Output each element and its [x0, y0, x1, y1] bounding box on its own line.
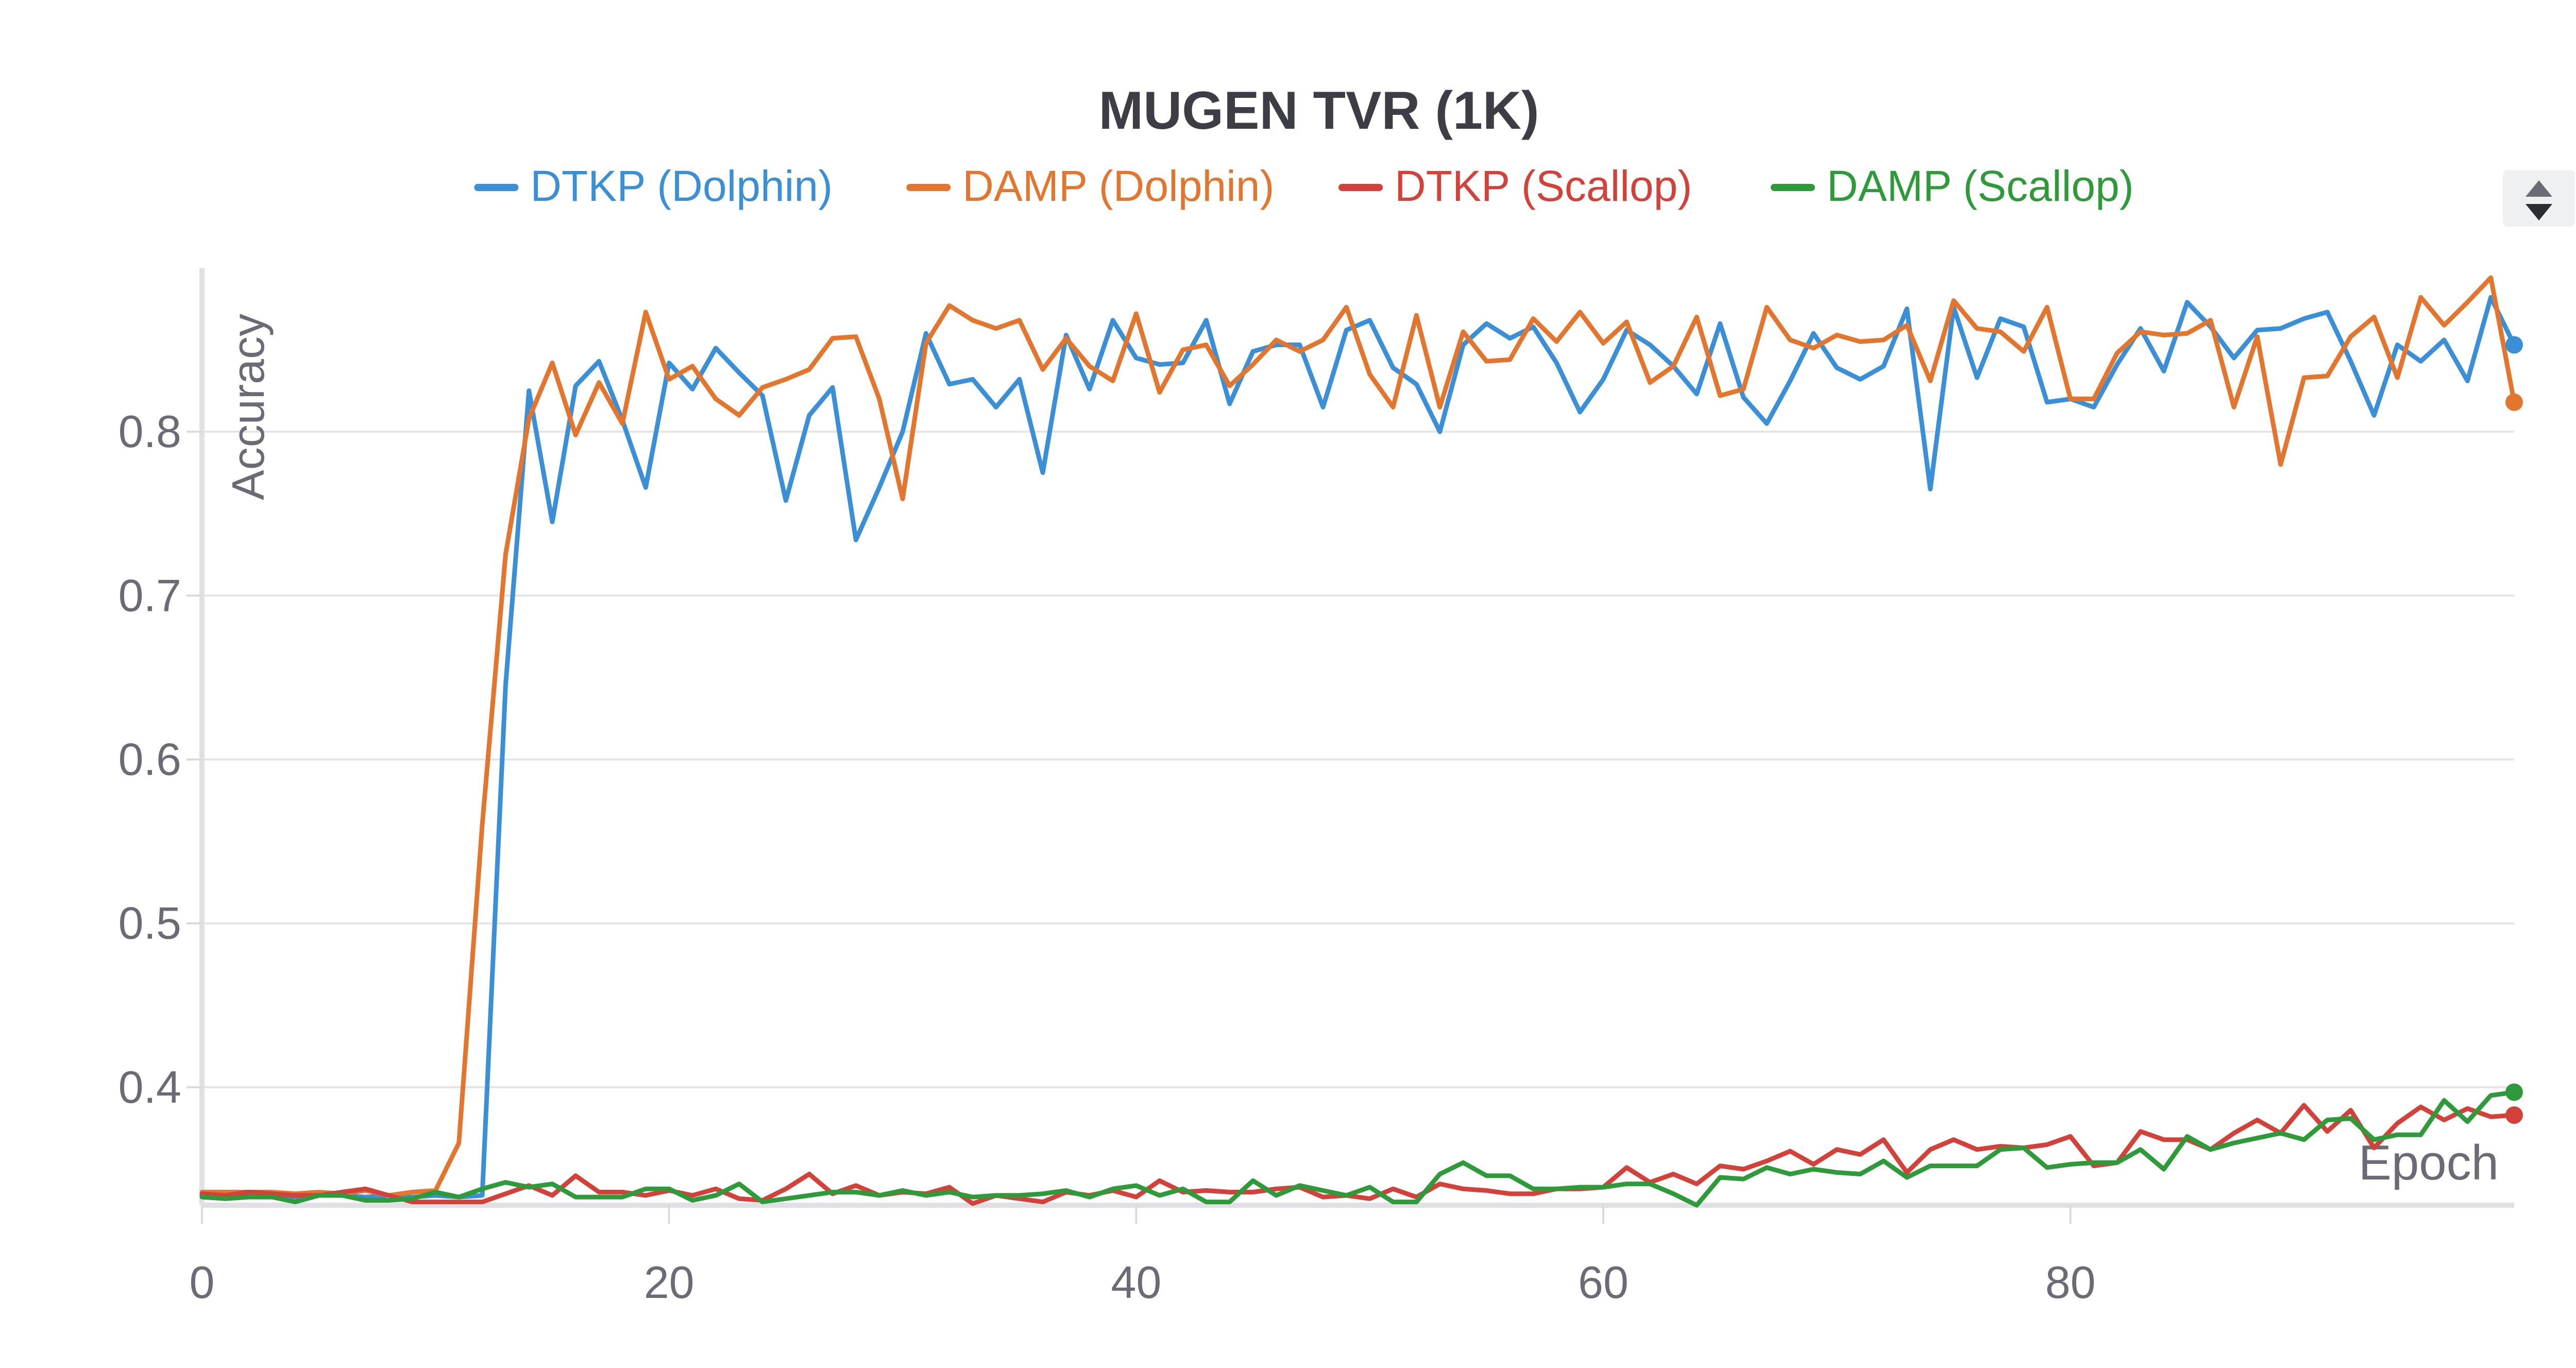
series-lines — [199, 275, 2517, 1208]
x-axis-ticks: 0 20 40 60 80 — [190, 1205, 2096, 1308]
legend-scroll-up-icon[interactable] — [2526, 180, 2552, 197]
legend-item: DTKP (Dolphin) — [474, 162, 833, 210]
series-line-4 — [199, 1090, 2517, 1208]
chart-title: MUGEN TVR (1K) — [1098, 81, 1539, 141]
x-tick-label: 0 — [190, 1257, 215, 1308]
series-end-marker-3 — [2505, 1106, 2523, 1124]
legend-item: DAMP (Dolphin) — [906, 162, 1275, 210]
grid — [202, 431, 2514, 1088]
legend-label: DAMP (Scallop) — [1827, 162, 2134, 210]
y-tick-label: 0.5 — [118, 898, 181, 949]
axes — [199, 268, 2514, 1208]
series-line-1 — [199, 295, 2517, 1200]
series-end-marker-4 — [2505, 1083, 2523, 1101]
y-axis-ticks: 0.4 0.5 0.6 0.7 0.8 — [118, 406, 202, 1113]
y-tick-label: 0.8 — [118, 406, 181, 457]
legend-item: DAMP (Scallop) — [1770, 162, 2134, 210]
legend: DTKP (Dolphin) DAMP (Dolphin) DTKP (Scallo… — [474, 162, 2134, 210]
legend-label: DAMP (Dolphin) — [962, 162, 1274, 210]
y-tick-label: 0.7 — [118, 570, 181, 621]
x-tick-label: 80 — [2045, 1257, 2096, 1308]
x-tick-label: 40 — [1111, 1257, 1161, 1308]
legend-scroll-down-icon[interactable] — [2526, 204, 2552, 220]
series-line-3 — [199, 1103, 2517, 1206]
x-axis-label: Epoch — [2359, 1135, 2499, 1190]
legend-scroll-control[interactable] — [2503, 170, 2575, 227]
legend-label: DTKP (Dolphin) — [530, 162, 833, 210]
series-end-marker-1 — [2505, 336, 2523, 354]
y-tick-label: 0.6 — [118, 734, 181, 785]
x-tick-label: 20 — [644, 1257, 694, 1308]
y-axis-label: Accuracy — [223, 314, 274, 500]
legend-scroll-background — [2503, 170, 2575, 227]
series-end-marker-2 — [2505, 393, 2523, 411]
series-line-2 — [199, 275, 2517, 1198]
series-end-markers — [2505, 336, 2523, 1124]
legend-label: DTKP (Scallop) — [1395, 162, 1692, 210]
x-tick-label: 60 — [1578, 1257, 1629, 1308]
y-tick-label: 0.4 — [118, 1062, 181, 1113]
legend-item: DTKP (Scallop) — [1338, 162, 1692, 210]
